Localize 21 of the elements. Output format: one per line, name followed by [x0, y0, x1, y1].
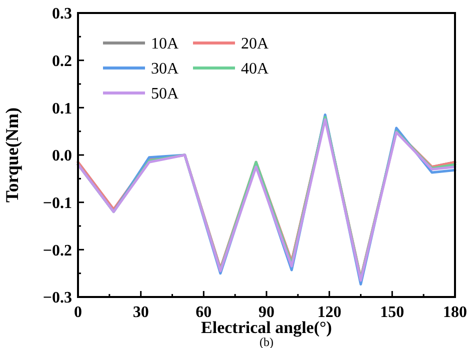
- y-tick-label: 0.3: [52, 6, 72, 23]
- legend-label: 50A: [151, 86, 179, 103]
- y-tick-label: 0.2: [52, 52, 72, 70]
- x-tick-label: 150: [380, 304, 404, 321]
- legend-label: 30A: [151, 60, 179, 78]
- legend-label: 20A: [241, 36, 269, 53]
- x-tick-label: 0: [74, 304, 82, 321]
- legend-label: 10A: [151, 36, 179, 53]
- x-tick-label: 90: [258, 304, 274, 321]
- y-tick-label: 0.1: [52, 100, 72, 118]
- y-tick-label: −0.1: [42, 194, 72, 212]
- x-tick-label: 60: [196, 304, 212, 321]
- y-tick-label: −0.2: [42, 242, 72, 260]
- x-tick-label: 30: [132, 304, 149, 321]
- x-axis-title: Electrical angle(°): [201, 318, 332, 337]
- y-tick-label: 0.0: [52, 148, 72, 165]
- x-tick-label: 180: [443, 304, 467, 321]
- x-tick-label: 120: [317, 304, 342, 321]
- y-axis-title: Torque(Nm): [2, 107, 22, 203]
- y-tick-label: −0.3: [42, 290, 72, 307]
- legend-label: 40A: [241, 60, 269, 78]
